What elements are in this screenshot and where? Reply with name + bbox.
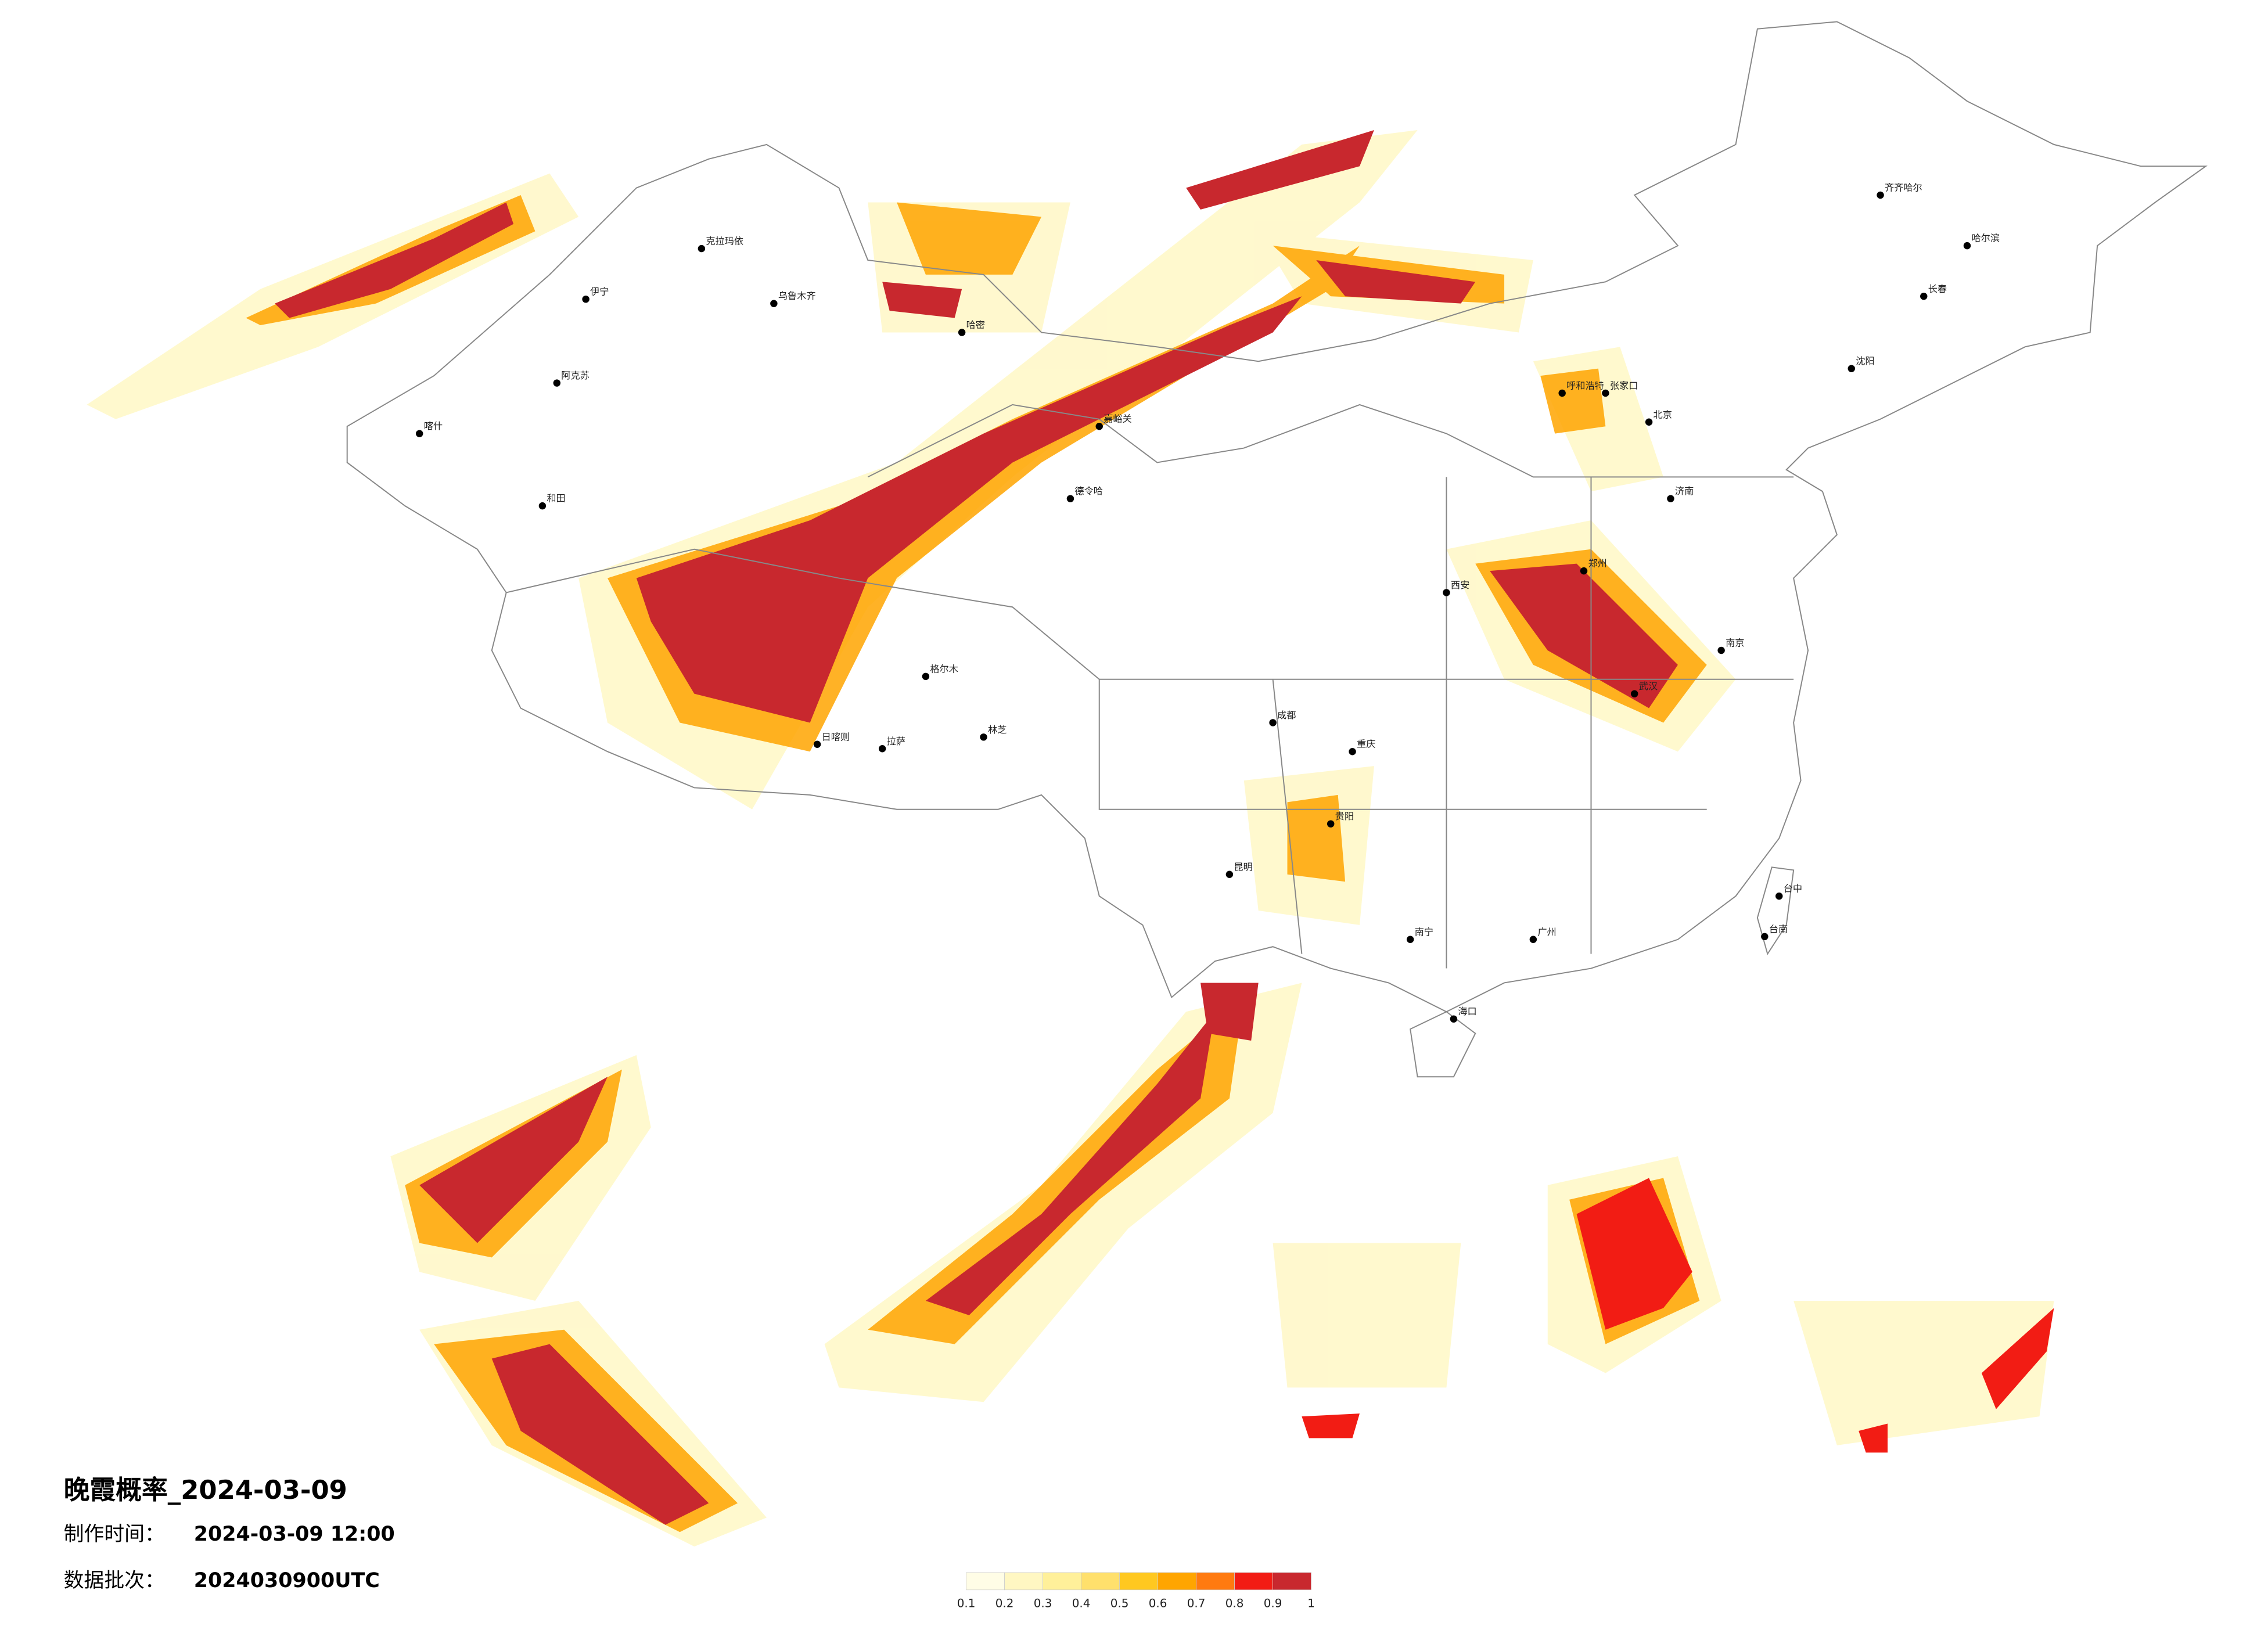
city-dot <box>1450 1015 1458 1023</box>
city-dot <box>1717 646 1725 654</box>
city-dot <box>1630 690 1638 697</box>
city-label: 和田 <box>547 493 565 504</box>
legend-swatch <box>1234 1572 1273 1591</box>
city-dot <box>770 300 778 307</box>
probability-field <box>87 130 2054 1547</box>
city-label: 张家口 <box>1610 380 1638 391</box>
legend-swatch <box>1158 1572 1196 1591</box>
city-label: 台南 <box>1769 923 1788 934</box>
city-label: 林芝 <box>988 724 1007 735</box>
city-label: 南京 <box>1726 638 1744 649</box>
city-dot <box>1095 423 1103 430</box>
city-dot <box>1327 820 1335 828</box>
city-dot <box>958 329 966 336</box>
legend-swatch <box>1119 1572 1158 1591</box>
legend-swatch <box>1043 1572 1081 1591</box>
city-label: 齐齐哈尔 <box>1885 182 1922 193</box>
city-label: 嘉峪关 <box>1104 413 1132 425</box>
city-dot <box>1920 293 1928 300</box>
city-dot <box>1349 748 1356 756</box>
city-label: 西安 <box>1451 580 1469 591</box>
city-label: 克拉玛依 <box>706 236 743 247</box>
city-label: 阿克苏 <box>561 370 590 381</box>
production-time-label: 制作时间： <box>64 1523 165 1546</box>
city-label: 格尔木 <box>930 663 958 674</box>
production-time-value: 2024-03-09 12:00 <box>194 1523 395 1546</box>
city-label: 北京 <box>1654 409 1672 420</box>
legend-tick-label: 0.2 <box>995 1597 1014 1610</box>
city-dot <box>1963 242 1971 250</box>
city-dot <box>922 672 930 681</box>
cities: 克拉玛依伊宁 乌鲁木齐阿克苏喀什和田 哈密嘉峪关德令哈格尔木日喀则 拉萨 林芝 呼和浩特张… <box>415 182 2000 1023</box>
city-dot <box>553 379 561 387</box>
city-dot <box>980 733 987 741</box>
city-label: 武汉 <box>1639 681 1658 692</box>
legend-swatch <box>966 1572 1005 1591</box>
city-label: 哈尔滨 <box>1971 233 2000 244</box>
city-dot <box>582 295 590 303</box>
city-label: 济南 <box>1675 485 1694 497</box>
city-label: 喀什 <box>424 420 443 431</box>
boundaries <box>346 21 2208 1078</box>
city-label: 成都 <box>1277 710 1296 721</box>
city-dot <box>1066 495 1074 502</box>
city-dot <box>1761 933 1769 941</box>
city-label: 昆明 <box>1234 861 1252 872</box>
city-label: 伊宁 <box>590 286 609 297</box>
city-label: 南宁 <box>1415 926 1433 937</box>
city-dot <box>1443 589 1450 596</box>
legend-tick-label: 0.1 <box>957 1597 976 1610</box>
legend-tick-label: 0.4 <box>1072 1597 1091 1610</box>
city-label: 重庆 <box>1357 739 1375 750</box>
city-label: 台中 <box>1784 883 1802 894</box>
city-label: 哈密 <box>966 319 985 330</box>
legend-tick-label: 0.7 <box>1187 1597 1206 1610</box>
city-dot <box>1225 870 1234 878</box>
legend-tick-label: 0.6 <box>1149 1597 1167 1610</box>
city-label: 呼和浩特 <box>1566 380 1604 391</box>
city-dot <box>538 502 547 510</box>
city-dot <box>1848 365 1855 372</box>
city-dot <box>1529 936 1537 943</box>
legend-tick-label: 0.8 <box>1225 1597 1244 1610</box>
info: 晚霞概率_2024-03-09 制作时间： 2024-03-09 12:00 数… <box>64 1474 395 1592</box>
city-label: 拉萨 <box>887 736 905 747</box>
data-batch-label: 数据批次： <box>64 1569 165 1592</box>
city-dot <box>415 430 423 437</box>
city-label: 沈阳 <box>1856 355 1874 366</box>
city-dot <box>1877 191 1884 199</box>
legend-tick-label: 0.3 <box>1034 1597 1052 1610</box>
city-label: 郑州 <box>1588 558 1606 569</box>
city-dot <box>813 740 821 748</box>
legend-swatch <box>1273 1572 1311 1591</box>
data-batch-value: 2024030900UTC <box>194 1569 380 1592</box>
legend-swatch <box>1081 1572 1120 1591</box>
legend-tick-label: 0.9 <box>1264 1597 1282 1610</box>
city-label: 日喀则 <box>822 731 850 742</box>
city-dot <box>698 244 706 253</box>
city-dot <box>1602 389 1609 397</box>
city-dot <box>1775 892 1783 900</box>
legend: 0.1 0.2 0.3 0.4 0.5 0.6 0.7 0.8 0.9 1 <box>957 1572 1315 1610</box>
city-dot <box>1580 567 1588 575</box>
legend-swatch <box>1196 1572 1235 1591</box>
city-label: 乌鲁木齐 <box>778 290 816 301</box>
city-dot <box>1406 936 1414 943</box>
legend-tick-label: 0.5 <box>1110 1597 1129 1610</box>
title: 晚霞概率_2024-03-09 <box>64 1474 347 1505</box>
city-label: 长春 <box>1928 283 1947 294</box>
city-dot <box>1645 418 1653 426</box>
legend-swatch <box>1004 1572 1043 1591</box>
city-label: 德令哈 <box>1074 485 1103 497</box>
city-label: 海口 <box>1458 1006 1476 1017</box>
city-label: 广州 <box>1537 926 1556 937</box>
city-dot <box>1667 495 1674 502</box>
city-dot <box>878 745 886 753</box>
city-dot <box>1558 389 1566 397</box>
city-label: 贵阳 <box>1335 811 1354 822</box>
city-dot <box>1269 719 1277 726</box>
legend-tick-label: 1 <box>1307 1597 1315 1610</box>
